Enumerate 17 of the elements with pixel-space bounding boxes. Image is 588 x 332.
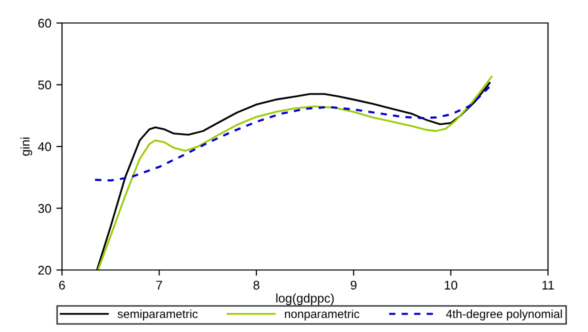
x-axis-title: log(gdppc) — [276, 293, 334, 306]
x-tick-label: 11 — [542, 280, 554, 290]
y-axis-title: gini — [20, 138, 32, 156]
x-tick-label: 8 — [253, 280, 260, 290]
legend-label: semiparametric — [118, 309, 198, 320]
x-tick-label: 10 — [444, 280, 458, 290]
line-series — [94, 84, 493, 182]
y-tick-label: 50 — [38, 80, 52, 90]
x-tick-label: 7 — [156, 280, 162, 290]
y-tick-label: 40 — [38, 142, 52, 152]
x-tick-label: 6 — [59, 280, 65, 290]
y-tick-label: 60 — [38, 18, 52, 28]
y-tick-label: 30 — [38, 204, 52, 213]
y-tick-label: 20 — [38, 266, 52, 275]
x-tick-label: 9 — [350, 280, 356, 290]
legend-label: nonparametric — [284, 309, 360, 320]
legend-label: 4th-degree polynomial — [446, 309, 562, 320]
